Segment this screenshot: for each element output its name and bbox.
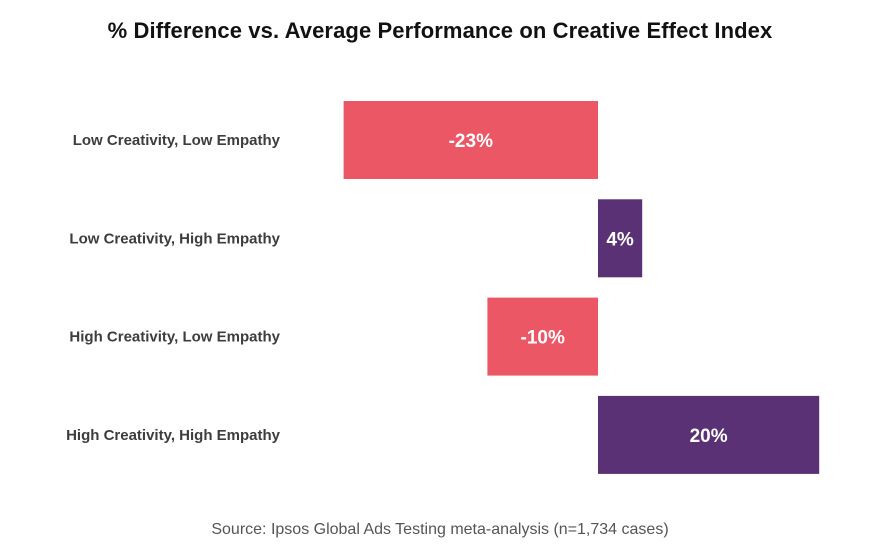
chart-title: % Difference vs. Average Performance on … xyxy=(107,18,773,43)
category-label-1: Low Creativity, Low Empathy xyxy=(73,132,281,149)
bar-value-label-4: 20% xyxy=(690,426,728,447)
bar-3 xyxy=(487,297,598,376)
bar-4 xyxy=(598,395,820,474)
bars-layer: -23% 4% -10% 20% xyxy=(343,101,820,474)
category-label-3: High Creativity, Low Empathy xyxy=(69,329,280,346)
bar-value-label-2: 4% xyxy=(606,229,634,250)
category-labels-layer: Low Creativity, Low Empathy Low Creativit… xyxy=(66,132,281,444)
category-label-2: Low Creativity, High Empathy xyxy=(69,230,280,247)
category-label-4: High Creativity, High Empathy xyxy=(66,427,281,444)
bar-value-label-1: -23% xyxy=(449,131,493,152)
bar-2 xyxy=(598,199,643,278)
bar-value-label-3: -10% xyxy=(521,328,565,349)
bar-1 xyxy=(343,101,598,179)
source-note: Source: Ipsos Global Ads Testing meta-an… xyxy=(211,521,669,538)
